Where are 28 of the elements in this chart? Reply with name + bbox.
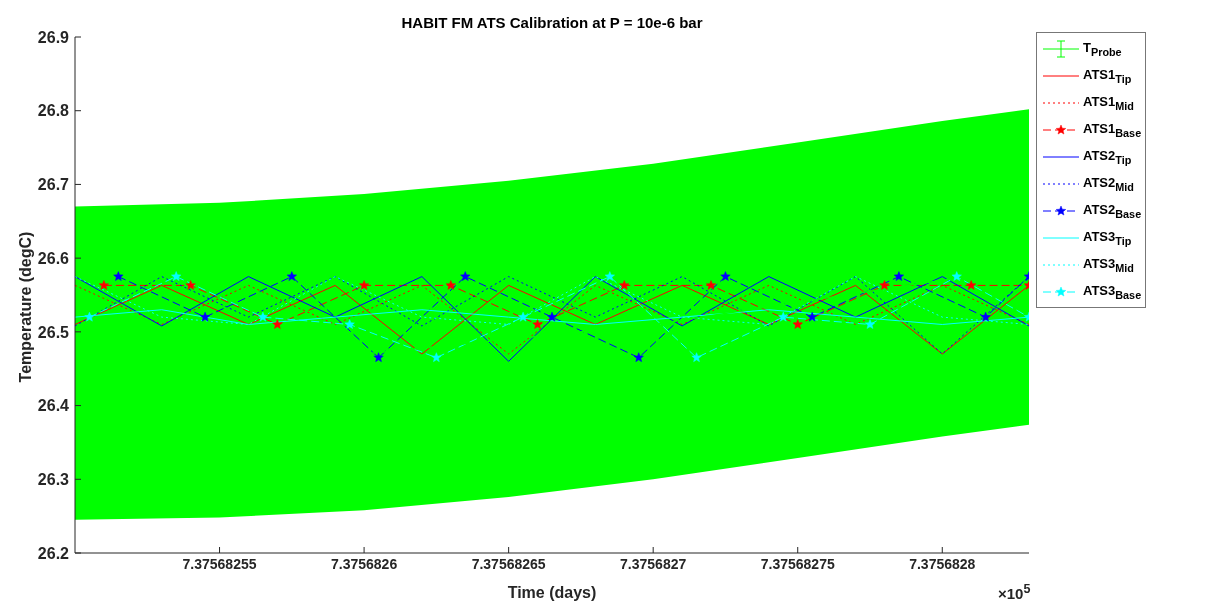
legend-label: ATS2$_{Tip}$ (1083, 147, 1132, 166)
y-tick-label: 26.4 (37, 397, 70, 415)
legend-label: ATS3$_{Mid}$ (1083, 255, 1134, 274)
legend-label: ATS2$_{Mid}$ (1083, 174, 1134, 193)
y-tick-label: 26.2 (37, 544, 70, 562)
chart-title: HABIT FM ATS Calibration at P = 10e-6 bar (400, 14, 704, 31)
x-tick-label: 7.37568275 (760, 555, 835, 572)
x-tick-label: 7.3756827 (620, 555, 687, 572)
y-tick-label: 26.3 (37, 470, 70, 488)
y-tick-label: 26.7 (37, 176, 70, 194)
y-axis-title: Temperature (degC) (17, 230, 35, 385)
x-tick-label: 7.3756826 (331, 555, 398, 572)
legend-label: ATS1$_{Mid}$ (1083, 93, 1134, 112)
legend-label: ATS1$_{Tip}$ (1083, 66, 1132, 85)
x-tick-label: 7.37568255 (182, 555, 257, 572)
x-tick-label: 7.37568265 (471, 555, 546, 572)
legend-label: ATS1$_{Base}$ (1083, 120, 1142, 139)
y-tick-label: 26.9 (37, 28, 70, 46)
legend-label: ATS3$_{Base}$ (1083, 282, 1142, 301)
y-tick-label: 26.5 (37, 323, 70, 341)
legend-label: ATS3$_{Tip}$ (1083, 228, 1132, 247)
legend-label: ATS2$_{Base}$ (1083, 201, 1142, 220)
y-tick-label: 26.6 (37, 249, 70, 267)
x-tick-label: 7.3756828 (909, 555, 976, 572)
text: ×10$^{5}$ (998, 582, 1031, 602)
legend-label: T$_{Probe}$ (1083, 39, 1122, 58)
y-tick-label: 26.8 (37, 102, 70, 120)
x-axis-title: Time (days) (507, 584, 597, 601)
